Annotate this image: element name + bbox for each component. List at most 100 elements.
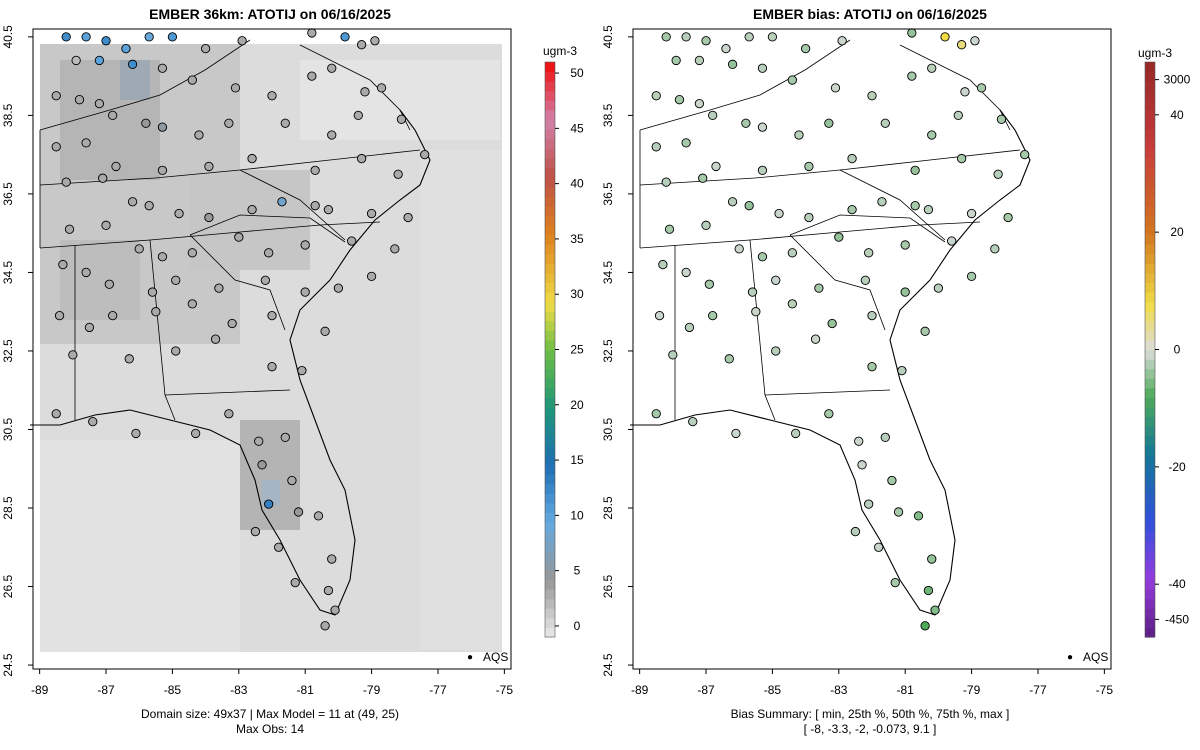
model-axes: -89 -87 -85 -83 -81 -79 -77 -75 24.5 26.5 28.5 30.5… (1, 25, 513, 697)
right-observation-point (867, 310, 877, 321)
left-observation-point (323, 585, 334, 596)
left-observation-point (307, 28, 317, 38)
right-y-tick-label: 36.5 (601, 182, 615, 206)
left-observation-point (390, 244, 400, 254)
right-observation-point (681, 32, 691, 42)
right-y-tick-label: 24.5 (601, 653, 615, 677)
right-colorbar-swatch (1145, 71, 1155, 82)
left-observation-point (366, 271, 377, 282)
right-colorbar-swatch (1145, 550, 1155, 561)
right-observation-point (927, 130, 937, 140)
right-colorbar-swatch (1145, 493, 1155, 504)
bias-coastline (630, 109, 1031, 616)
right-x-tick-label: -83 (830, 683, 848, 697)
left-colorbar-swatch (545, 454, 555, 466)
right-observation-point (744, 32, 754, 42)
right-colorbar-swatch (1145, 90, 1155, 101)
right-observation-point (791, 428, 801, 439)
right-observation-point (953, 110, 963, 121)
left-x-tick-label: -77 (429, 683, 447, 697)
left-observation-point (51, 91, 61, 101)
right-colorbar-tick-label: 0 (1174, 343, 1181, 357)
model-gridded-field (40, 44, 502, 652)
right-colorbar-swatch (1145, 253, 1155, 264)
left-colorbar-swatch (545, 579, 555, 590)
left-observation-point (247, 204, 257, 215)
bias-map-svg: 3000 40 20 0 -20 -40 -450 -89 -87 -85 -83 -81 -79 -7… (601, 25, 1191, 697)
left-observation-point (191, 428, 201, 439)
left-observation-point (323, 204, 334, 215)
left-observation-point (310, 165, 320, 175)
left-observation-point (257, 460, 267, 470)
left-colorbar-swatch (545, 368, 555, 379)
right-colorbar-swatch (1145, 339, 1155, 351)
right-observation-point (976, 83, 987, 93)
right-colorbar-swatch (1145, 407, 1155, 418)
left-colorbar-swatch (545, 522, 555, 533)
left-colorbar-swatch (545, 272, 555, 284)
bias-panel-title: EMBER bias: ATOTIJ on 06/16/2025 (753, 6, 987, 22)
left-colorbar-tick-label: 15 (570, 453, 584, 467)
right-observation-point (966, 208, 977, 219)
right-colorbar-swatch (1145, 81, 1155, 92)
left-colorbar-swatch (545, 205, 555, 216)
left-observation-point (51, 409, 61, 419)
right-observation-point (966, 271, 977, 282)
left-observation-point (333, 283, 344, 293)
right-colorbar-swatch (1145, 522, 1155, 533)
left-observation-point (147, 287, 158, 297)
right-colorbar-swatch (1145, 598, 1155, 609)
right-observation-point (947, 236, 957, 246)
right-colorbar-swatch (1145, 627, 1155, 638)
left-colorbar-swatch (545, 81, 555, 92)
right-x-tick-label: -89 (631, 683, 649, 697)
left-colorbar-swatch (545, 62, 555, 73)
left-observation-point (214, 283, 224, 293)
right-observation-point (910, 165, 920, 175)
right-colorbar-swatch (1145, 167, 1155, 178)
right-x-tick-label: -85 (764, 683, 782, 697)
right-observation-point (880, 118, 890, 128)
left-observation-point (157, 122, 168, 132)
left-observation-point (264, 248, 274, 258)
right-colorbar-swatch (1145, 579, 1155, 590)
right-observation-point (910, 201, 920, 211)
left-colorbar-swatch (545, 129, 555, 140)
right-colorbar-swatch (1145, 292, 1155, 303)
right-colorbar-swatch (1145, 301, 1155, 312)
right-observation-point (671, 55, 681, 66)
left-colorbar-tick-label: 30 (570, 287, 584, 301)
left-y-tick-label: 32.5 (1, 339, 15, 363)
left-colorbar-swatch (545, 502, 555, 514)
left-colorbar-swatch (545, 359, 555, 370)
left-colorbar-swatch (545, 301, 555, 312)
left-colorbar-swatch (545, 311, 555, 322)
right-colorbar-tick-label: -450 (1165, 612, 1189, 626)
right-observation-point (668, 350, 678, 360)
left-observation-point (194, 130, 204, 140)
right-observation-point (661, 177, 671, 187)
right-colorbar-swatch (1145, 224, 1155, 236)
right-colorbar-swatch (1145, 272, 1155, 284)
bias-legend-symbol: ● (1067, 652, 1073, 663)
left-observation-point (61, 177, 71, 187)
left-colorbar-swatch (545, 598, 555, 609)
left-observation-point (293, 507, 304, 517)
bias-observation-points (651, 28, 1030, 631)
right-observation-point (847, 153, 857, 164)
left-colorbar-swatch (545, 426, 555, 437)
right-observation-point (744, 201, 754, 211)
left-colorbar-swatch (545, 244, 555, 255)
right-observation-point (923, 204, 934, 215)
left-colorbar-swatch (545, 445, 555, 456)
left-observation-point (267, 91, 277, 101)
right-observation-point (701, 36, 711, 46)
right-observation-point (857, 460, 867, 470)
right-y-tick-label: 38.5 (601, 103, 615, 127)
right-colorbar-swatch (1145, 531, 1155, 542)
left-y-tick-label: 30.5 (1, 417, 15, 441)
left-observation-point (313, 511, 324, 521)
right-y-tick-label: 26.5 (601, 575, 615, 599)
left-observation-point (134, 244, 144, 254)
